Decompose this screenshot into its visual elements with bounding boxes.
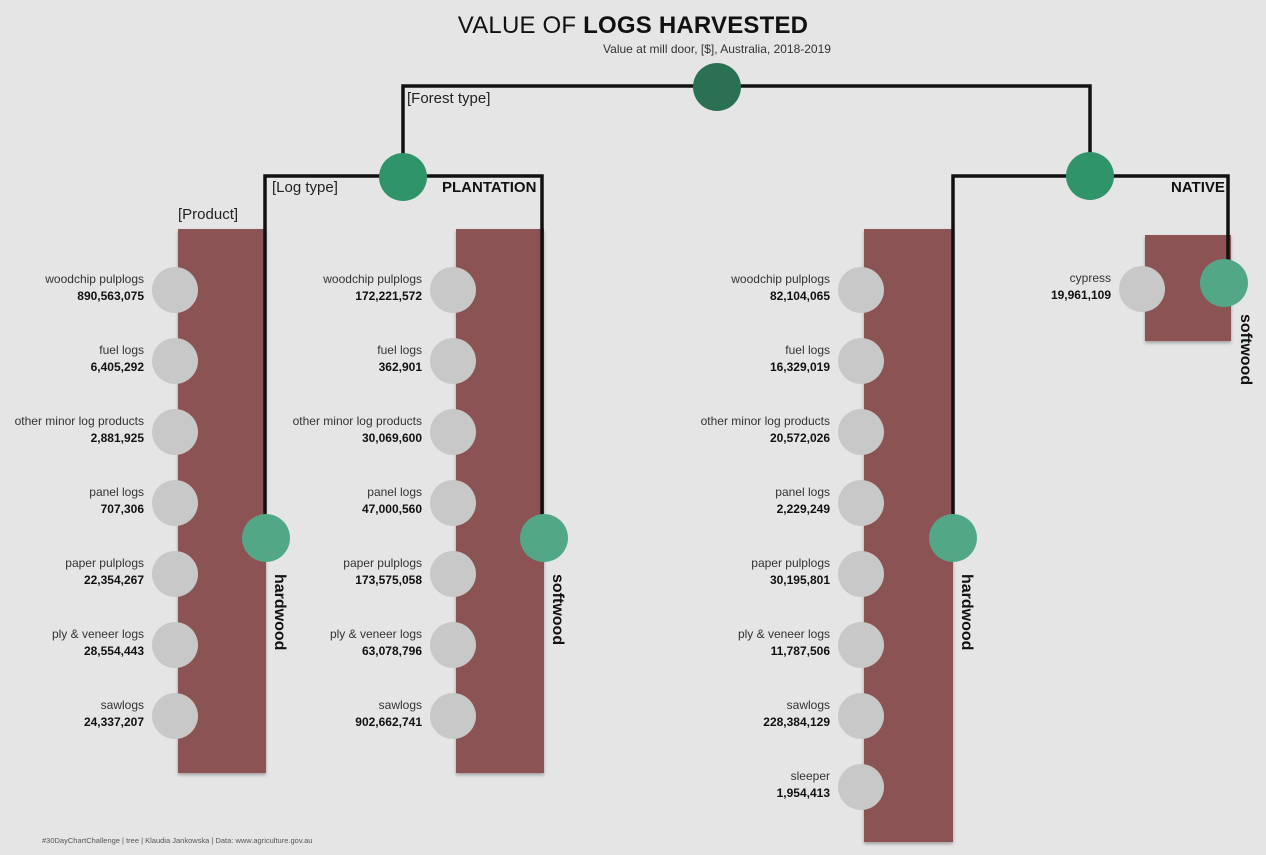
product-value: 20,572,026	[769, 431, 830, 445]
product-name: fuel logs	[785, 343, 830, 357]
product-value: 6,405,292	[90, 360, 144, 374]
product-name: paper pulplogs	[65, 556, 144, 570]
title-light: VALUE OF	[457, 12, 584, 39]
product-node	[152, 267, 198, 313]
product-node	[430, 338, 476, 384]
line-root-to-forests	[401, 84, 1092, 178]
product-value: 11,787,506	[770, 644, 830, 658]
product-node	[430, 409, 476, 455]
product-value: 890,563,075	[77, 289, 144, 303]
product-node	[1119, 266, 1165, 312]
product-node	[430, 622, 476, 668]
forest-label-native: NATIVE	[1171, 179, 1225, 196]
product-node	[430, 693, 476, 739]
logtype-node-native-hardwood	[929, 514, 977, 562]
product-node	[152, 338, 198, 384]
product-node	[838, 551, 884, 597]
root-node	[693, 63, 741, 111]
product-value: 24,337,207	[83, 715, 144, 729]
chart-subtitle: Value at mill door, [$], Australia, 2018…	[603, 42, 831, 56]
product-name: woodchip pulplogs	[731, 272, 830, 286]
product-name: paper pulplogs	[343, 556, 422, 570]
product-node	[152, 551, 198, 597]
product-value: 63,078,796	[361, 644, 422, 658]
logtype-node-plantation-softwood	[520, 514, 568, 562]
product-node	[838, 267, 884, 313]
product-node	[152, 409, 198, 455]
product-node	[838, 480, 884, 526]
log-type-level-label: [Log type]	[272, 179, 338, 196]
product-value: 28,554,443	[83, 644, 144, 658]
product-value: 1,954,413	[776, 786, 830, 800]
product-node	[838, 693, 884, 739]
product-value: 2,229,249	[776, 502, 830, 516]
logtype-node-plantation-hardwood	[242, 514, 290, 562]
logtype-label-plantation-hardwood: hardwood	[271, 574, 288, 651]
product-value: 172,221,572	[355, 289, 422, 303]
footer-credits: #30DayChartChallenge | tree | Klaudia Ja…	[42, 836, 313, 845]
product-name: other minor log products	[292, 414, 422, 428]
product-name: other minor log products	[700, 414, 830, 428]
product-level-label: [Product]	[178, 206, 239, 223]
product-value: 228,384,129	[763, 715, 830, 729]
product-node	[838, 338, 884, 384]
product-name: panel logs	[775, 485, 830, 499]
product-value: 2,881,925	[90, 431, 144, 445]
product-node	[838, 764, 884, 810]
product-name: sawlogs	[100, 698, 144, 712]
logtype-node-native-softwood	[1200, 259, 1248, 307]
product-name: fuel logs	[377, 343, 422, 357]
product-name: other minor log products	[14, 414, 144, 428]
chart-title: VALUE OF LOGS HARVESTED	[0, 12, 1266, 40]
product-value: 22,354,267	[83, 573, 144, 587]
product-value: 707,306	[100, 502, 144, 516]
product-value: 173,575,058	[355, 573, 422, 587]
product-value: 82,104,065	[769, 289, 830, 303]
line-native-to-logtypes	[951, 174, 1230, 540]
product-name: sawlogs	[378, 698, 422, 712]
product-value: 47,000,560	[361, 502, 422, 516]
product-value: 16,329,019	[769, 360, 830, 374]
product-name: sawlogs	[786, 698, 830, 712]
logtype-label-native-softwood: softwood	[1237, 314, 1254, 386]
product-name: paper pulplogs	[751, 556, 830, 570]
forest-type-level-label: [Forest type]	[407, 90, 491, 107]
logtype-label-native-hardwood: hardwood	[958, 574, 975, 651]
product-name: cypress	[1069, 271, 1111, 285]
product-node	[430, 551, 476, 597]
product-name: panel logs	[367, 485, 422, 499]
product-node	[152, 480, 198, 526]
product-node	[838, 409, 884, 455]
product-node	[838, 622, 884, 668]
product-name: sleeper	[790, 769, 830, 783]
product-value: 30,195,801	[769, 573, 830, 587]
product-name: woodchip pulplogs	[323, 272, 422, 286]
product-name: woodchip pulplogs	[45, 272, 144, 286]
forest-node-native	[1066, 152, 1114, 200]
product-name: ply & veneer logs	[329, 627, 422, 641]
product-value: 30,069,600	[361, 431, 422, 445]
product-value: 902,662,741	[355, 715, 422, 729]
product-node	[152, 622, 198, 668]
product-node	[430, 480, 476, 526]
product-value: 362,901	[378, 360, 422, 374]
title-bold: LOGS HARVESTED	[583, 12, 809, 39]
product-name: fuel logs	[99, 343, 144, 357]
product-node	[430, 267, 476, 313]
product-value: 19,961,109	[1050, 288, 1111, 302]
logtype-label-plantation-softwood: softwood	[549, 574, 566, 646]
forest-label-plantation: PLANTATION	[442, 179, 537, 196]
forest-node-plantation	[379, 153, 427, 201]
product-name: panel logs	[89, 485, 144, 499]
product-name: ply & veneer logs	[51, 627, 144, 641]
product-name: ply & veneer logs	[737, 627, 830, 641]
product-node	[152, 693, 198, 739]
